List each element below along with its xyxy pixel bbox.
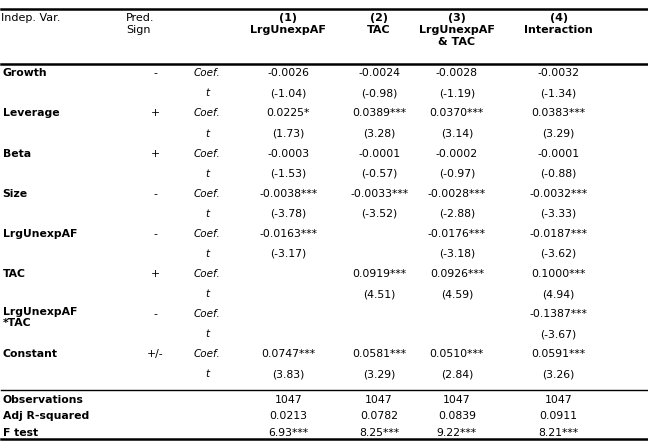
Text: +: + (151, 269, 160, 279)
Text: 0.0510***: 0.0510*** (430, 349, 484, 359)
Text: (3.29): (3.29) (542, 129, 575, 138)
Text: 1047: 1047 (443, 395, 470, 405)
Text: (3.26): (3.26) (542, 369, 575, 379)
Text: -: - (154, 229, 157, 239)
Text: -0.0002: -0.0002 (435, 149, 478, 159)
Text: 0.0919***: 0.0919*** (352, 269, 406, 279)
Text: -0.0001: -0.0001 (358, 149, 400, 159)
Text: (-2.88): (-2.88) (439, 209, 475, 219)
Text: 0.0591***: 0.0591*** (531, 349, 586, 359)
Text: Coef.: Coef. (194, 229, 221, 239)
Text: (3.83): (3.83) (272, 369, 305, 379)
Text: -0.0026: -0.0026 (268, 68, 309, 78)
Text: (1.73): (1.73) (272, 129, 305, 138)
Text: 0.0389***: 0.0389*** (352, 108, 406, 119)
Text: Coef.: Coef. (194, 108, 221, 119)
Text: -0.0187***: -0.0187*** (529, 229, 588, 239)
Text: (2)
TAC: (2) TAC (367, 13, 391, 35)
Text: -0.0028***: -0.0028*** (428, 189, 486, 199)
Text: (1)
LrgUnexpAF: (1) LrgUnexpAF (250, 13, 327, 35)
Text: -0.0176***: -0.0176*** (428, 229, 486, 239)
Text: Pred.
Sign: Pred. Sign (126, 13, 155, 35)
Text: 8.21***: 8.21*** (538, 428, 579, 438)
Text: Growth: Growth (3, 68, 47, 78)
Text: Coef.: Coef. (194, 149, 221, 159)
Text: -0.0024: -0.0024 (358, 68, 400, 78)
Text: Adj R-squared: Adj R-squared (3, 411, 89, 422)
Text: 1047: 1047 (275, 395, 302, 405)
Text: (4.59): (4.59) (441, 289, 473, 299)
Text: -0.0163***: -0.0163*** (259, 229, 318, 239)
Text: (-3.78): (-3.78) (270, 209, 307, 219)
Text: TAC: TAC (3, 269, 25, 279)
Text: Coef.: Coef. (194, 349, 221, 359)
Text: 0.0581***: 0.0581*** (352, 349, 406, 359)
Text: 0.0225*: 0.0225* (267, 108, 310, 119)
Text: (-0.97): (-0.97) (439, 168, 475, 179)
Text: 0.0926***: 0.0926*** (430, 269, 484, 279)
Text: 0.0911: 0.0911 (540, 411, 577, 422)
Text: (-3.67): (-3.67) (540, 329, 577, 339)
Text: +: + (151, 149, 160, 159)
Text: Coef.: Coef. (194, 68, 221, 78)
Text: (4.94): (4.94) (542, 289, 575, 299)
Text: 0.0383***: 0.0383*** (531, 108, 586, 119)
Text: t: t (205, 329, 209, 339)
Text: 0.1000***: 0.1000*** (531, 269, 586, 279)
Text: (-3.62): (-3.62) (540, 249, 577, 259)
Text: 8.25***: 8.25*** (359, 428, 399, 438)
Text: (-1.19): (-1.19) (439, 88, 475, 98)
Text: 0.0782: 0.0782 (360, 411, 398, 422)
Text: t: t (205, 289, 209, 299)
Text: Observations: Observations (3, 395, 84, 405)
Text: Beta: Beta (3, 149, 30, 159)
Text: -0.0032: -0.0032 (538, 68, 579, 78)
Text: (3.14): (3.14) (441, 129, 473, 138)
Text: +: + (151, 108, 160, 119)
Text: -0.0028: -0.0028 (436, 68, 478, 78)
Text: -0.1387***: -0.1387*** (529, 309, 588, 319)
Text: Coef.: Coef. (194, 309, 221, 319)
Text: (4)
Interaction: (4) Interaction (524, 13, 593, 35)
Text: (-3.17): (-3.17) (270, 249, 307, 259)
Text: (-3.33): (-3.33) (540, 209, 577, 219)
Text: (4.51): (4.51) (363, 289, 395, 299)
Text: -0.0038***: -0.0038*** (259, 189, 318, 199)
Text: LrgUnexpAF: LrgUnexpAF (3, 229, 77, 239)
Text: (2.84): (2.84) (441, 369, 473, 379)
Text: 0.0213: 0.0213 (270, 411, 307, 422)
Text: t: t (205, 168, 209, 179)
Text: -: - (154, 68, 157, 78)
Text: +/-: +/- (147, 349, 164, 359)
Text: -0.0032***: -0.0032*** (529, 189, 588, 199)
Text: F test: F test (3, 428, 38, 438)
Text: Size: Size (3, 189, 28, 199)
Text: -0.0033***: -0.0033*** (350, 189, 408, 199)
Text: 6.93***: 6.93*** (268, 428, 308, 438)
Text: 1047: 1047 (365, 395, 393, 405)
Text: (-3.18): (-3.18) (439, 249, 475, 259)
Text: LrgUnexpAF
*TAC: LrgUnexpAF *TAC (3, 307, 77, 328)
Text: (-1.04): (-1.04) (270, 88, 307, 98)
Text: (-0.88): (-0.88) (540, 168, 577, 179)
Text: Leverage: Leverage (3, 108, 59, 119)
Text: -0.0003: -0.0003 (267, 149, 310, 159)
Text: (3.28): (3.28) (363, 129, 395, 138)
Text: -0.0001: -0.0001 (537, 149, 580, 159)
Text: 9.22***: 9.22*** (437, 428, 477, 438)
Text: (3)
LrgUnexpAF
& TAC: (3) LrgUnexpAF & TAC (419, 13, 495, 47)
Text: -: - (154, 189, 157, 199)
Text: 0.0747***: 0.0747*** (261, 349, 316, 359)
Text: (-0.57): (-0.57) (361, 168, 397, 179)
Text: (-1.34): (-1.34) (540, 88, 577, 98)
Text: t: t (205, 369, 209, 379)
Text: 0.0370***: 0.0370*** (430, 108, 484, 119)
Text: (-1.53): (-1.53) (270, 168, 307, 179)
Text: (-0.98): (-0.98) (361, 88, 397, 98)
Text: t: t (205, 129, 209, 138)
Text: (3.29): (3.29) (363, 369, 395, 379)
Text: 0.0839: 0.0839 (438, 411, 476, 422)
Text: Constant: Constant (3, 349, 58, 359)
Text: 1047: 1047 (545, 395, 572, 405)
Text: Coef.: Coef. (194, 269, 221, 279)
